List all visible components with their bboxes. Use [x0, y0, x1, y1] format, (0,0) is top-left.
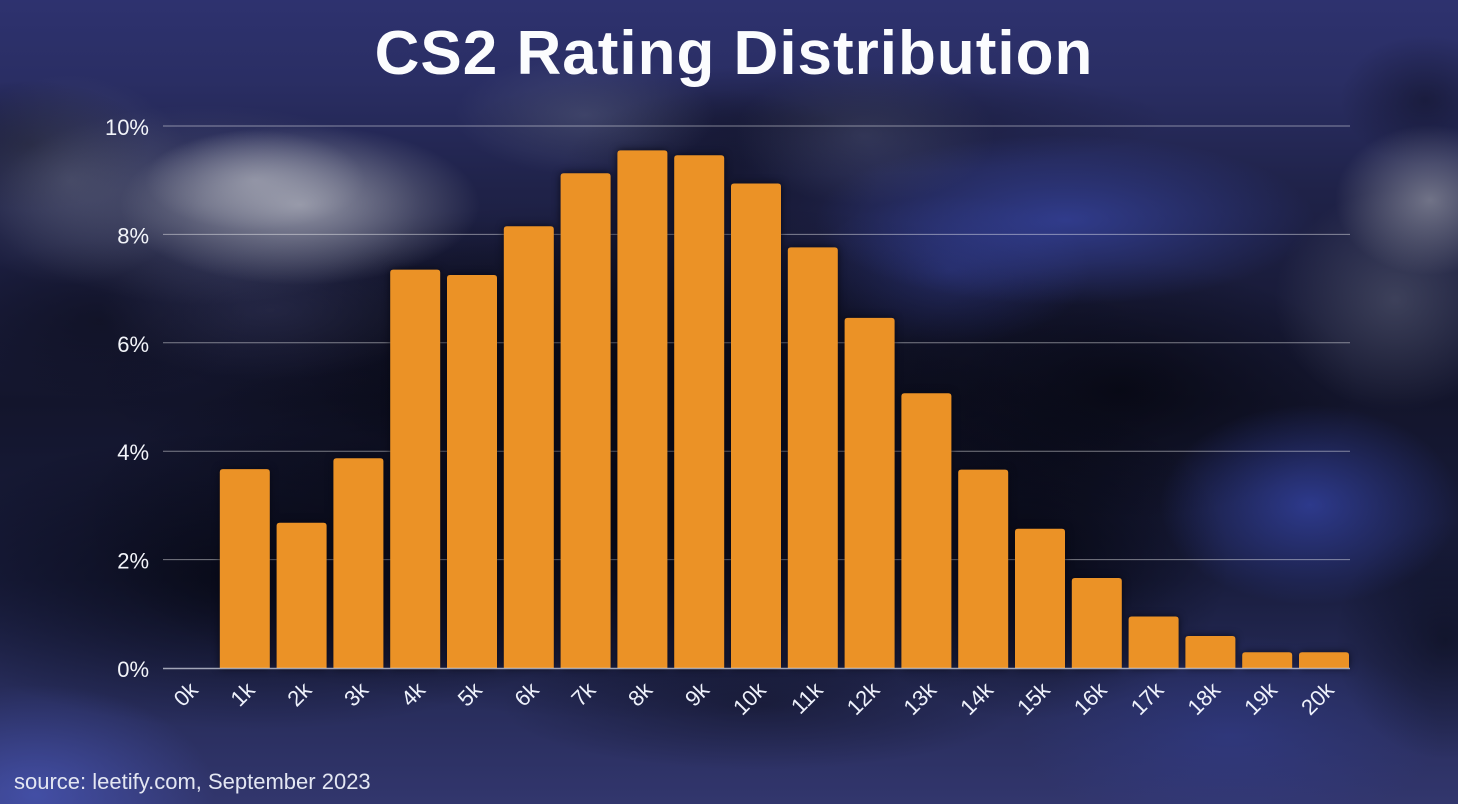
svg-text:18k: 18k	[1182, 676, 1225, 719]
svg-text:8k: 8k	[623, 676, 658, 711]
svg-text:2k: 2k	[282, 676, 317, 711]
svg-text:0%: 0%	[117, 657, 149, 682]
svg-text:8%: 8%	[117, 223, 149, 248]
svg-text:10%: 10%	[105, 115, 149, 140]
svg-text:6k: 6k	[510, 676, 545, 711]
svg-text:9k: 9k	[680, 676, 715, 711]
svg-text:13k: 13k	[898, 676, 941, 719]
svg-text:20k: 20k	[1296, 676, 1339, 719]
svg-text:3k: 3k	[339, 676, 374, 711]
svg-text:2%: 2%	[117, 549, 149, 574]
svg-text:1k: 1k	[226, 676, 261, 711]
svg-text:10k: 10k	[728, 676, 771, 719]
svg-text:6%: 6%	[117, 332, 149, 357]
svg-text:4k: 4k	[396, 676, 431, 711]
svg-text:14k: 14k	[955, 676, 998, 719]
svg-text:5k: 5k	[453, 676, 488, 711]
svg-text:16k: 16k	[1069, 676, 1112, 719]
svg-text:0k: 0k	[169, 676, 204, 711]
svg-text:15k: 15k	[1012, 676, 1055, 719]
svg-text:19k: 19k	[1239, 676, 1282, 719]
svg-text:7k: 7k	[566, 676, 601, 711]
svg-text:12k: 12k	[842, 676, 885, 719]
svg-text:4%: 4%	[117, 440, 149, 465]
svg-text:17k: 17k	[1126, 676, 1169, 719]
svg-text:11k: 11k	[786, 676, 828, 718]
